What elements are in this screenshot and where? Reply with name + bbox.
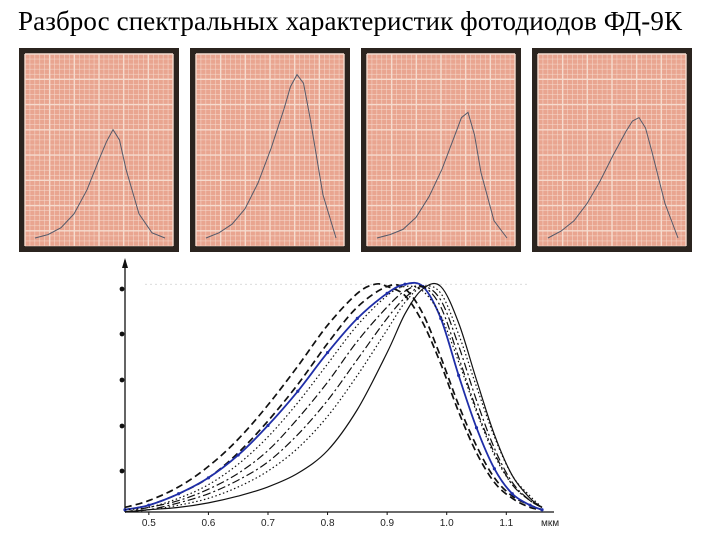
spectral-photo-2	[190, 48, 350, 252]
x-tick-label: 0.8	[321, 518, 335, 529]
curve-marker	[177, 492, 181, 496]
curve-marker	[528, 503, 532, 507]
photo-4-plot	[537, 53, 687, 247]
y-axis-dot	[119, 331, 125, 337]
spectral-photo-3	[361, 48, 521, 252]
curve-marker	[540, 508, 544, 512]
photo-curve	[547, 116, 679, 239]
photo-curve	[376, 111, 508, 239]
x-tick-label: 0.5	[142, 518, 156, 529]
curve-marker	[510, 492, 514, 496]
curve-marker	[123, 508, 127, 512]
graph-paper-grid	[537, 53, 687, 247]
x-tick-labels: 0.5 0.6 0.7 0.8 0.9 1.0 1.1 мкм	[142, 512, 559, 529]
curve-marker	[355, 316, 359, 320]
spectral-curve	[124, 282, 543, 513]
curve-marker	[147, 503, 151, 507]
x-axis-unit: мкм	[541, 518, 559, 529]
curve-marker	[403, 282, 407, 286]
curve-marker	[236, 453, 240, 457]
spectral-photo-1	[19, 48, 179, 252]
x-tick-label: 0.9	[380, 518, 394, 529]
spectral-curve	[124, 285, 543, 513]
y-axis-dot	[119, 377, 125, 383]
x-tick-label: 1.1	[499, 518, 513, 529]
spectral-curve	[124, 284, 543, 513]
spectral-photo-4	[532, 48, 692, 252]
y-axis-dot	[119, 468, 125, 474]
graph-paper-grid	[366, 53, 516, 247]
y-axis-dot	[119, 286, 125, 292]
curve-marker	[325, 350, 330, 355]
photo-curve	[205, 73, 337, 239]
y-axis-arrow	[122, 258, 128, 268]
chart-axes	[119, 258, 554, 513]
slide-title: Разброс спектральных характеристик фотод…	[18, 6, 683, 36]
curve-marker	[296, 389, 300, 393]
curve-marker	[439, 316, 443, 320]
curve-marker	[385, 291, 389, 295]
x-tick-label: 0.6	[201, 518, 215, 529]
curve-marker	[457, 373, 461, 377]
photo-3-plot	[366, 53, 516, 247]
photo-1-plot	[24, 53, 174, 247]
x-tick-label: 0.7	[261, 518, 275, 529]
graph-paper-grid	[24, 53, 174, 247]
spectral-curve	[124, 285, 543, 511]
curve-marker	[474, 426, 479, 430]
curve-marker	[266, 423, 270, 428]
photo-curve	[34, 128, 166, 239]
spectral-curve	[124, 285, 543, 513]
spectral-curves	[123, 281, 544, 513]
curve-marker	[492, 467, 496, 471]
graph-paper-grid	[195, 53, 345, 247]
photo-2-plot	[195, 53, 345, 247]
y-axis-dot	[119, 423, 125, 429]
x-tick-label: 1.0	[440, 518, 454, 529]
curve-marker	[206, 476, 211, 480]
